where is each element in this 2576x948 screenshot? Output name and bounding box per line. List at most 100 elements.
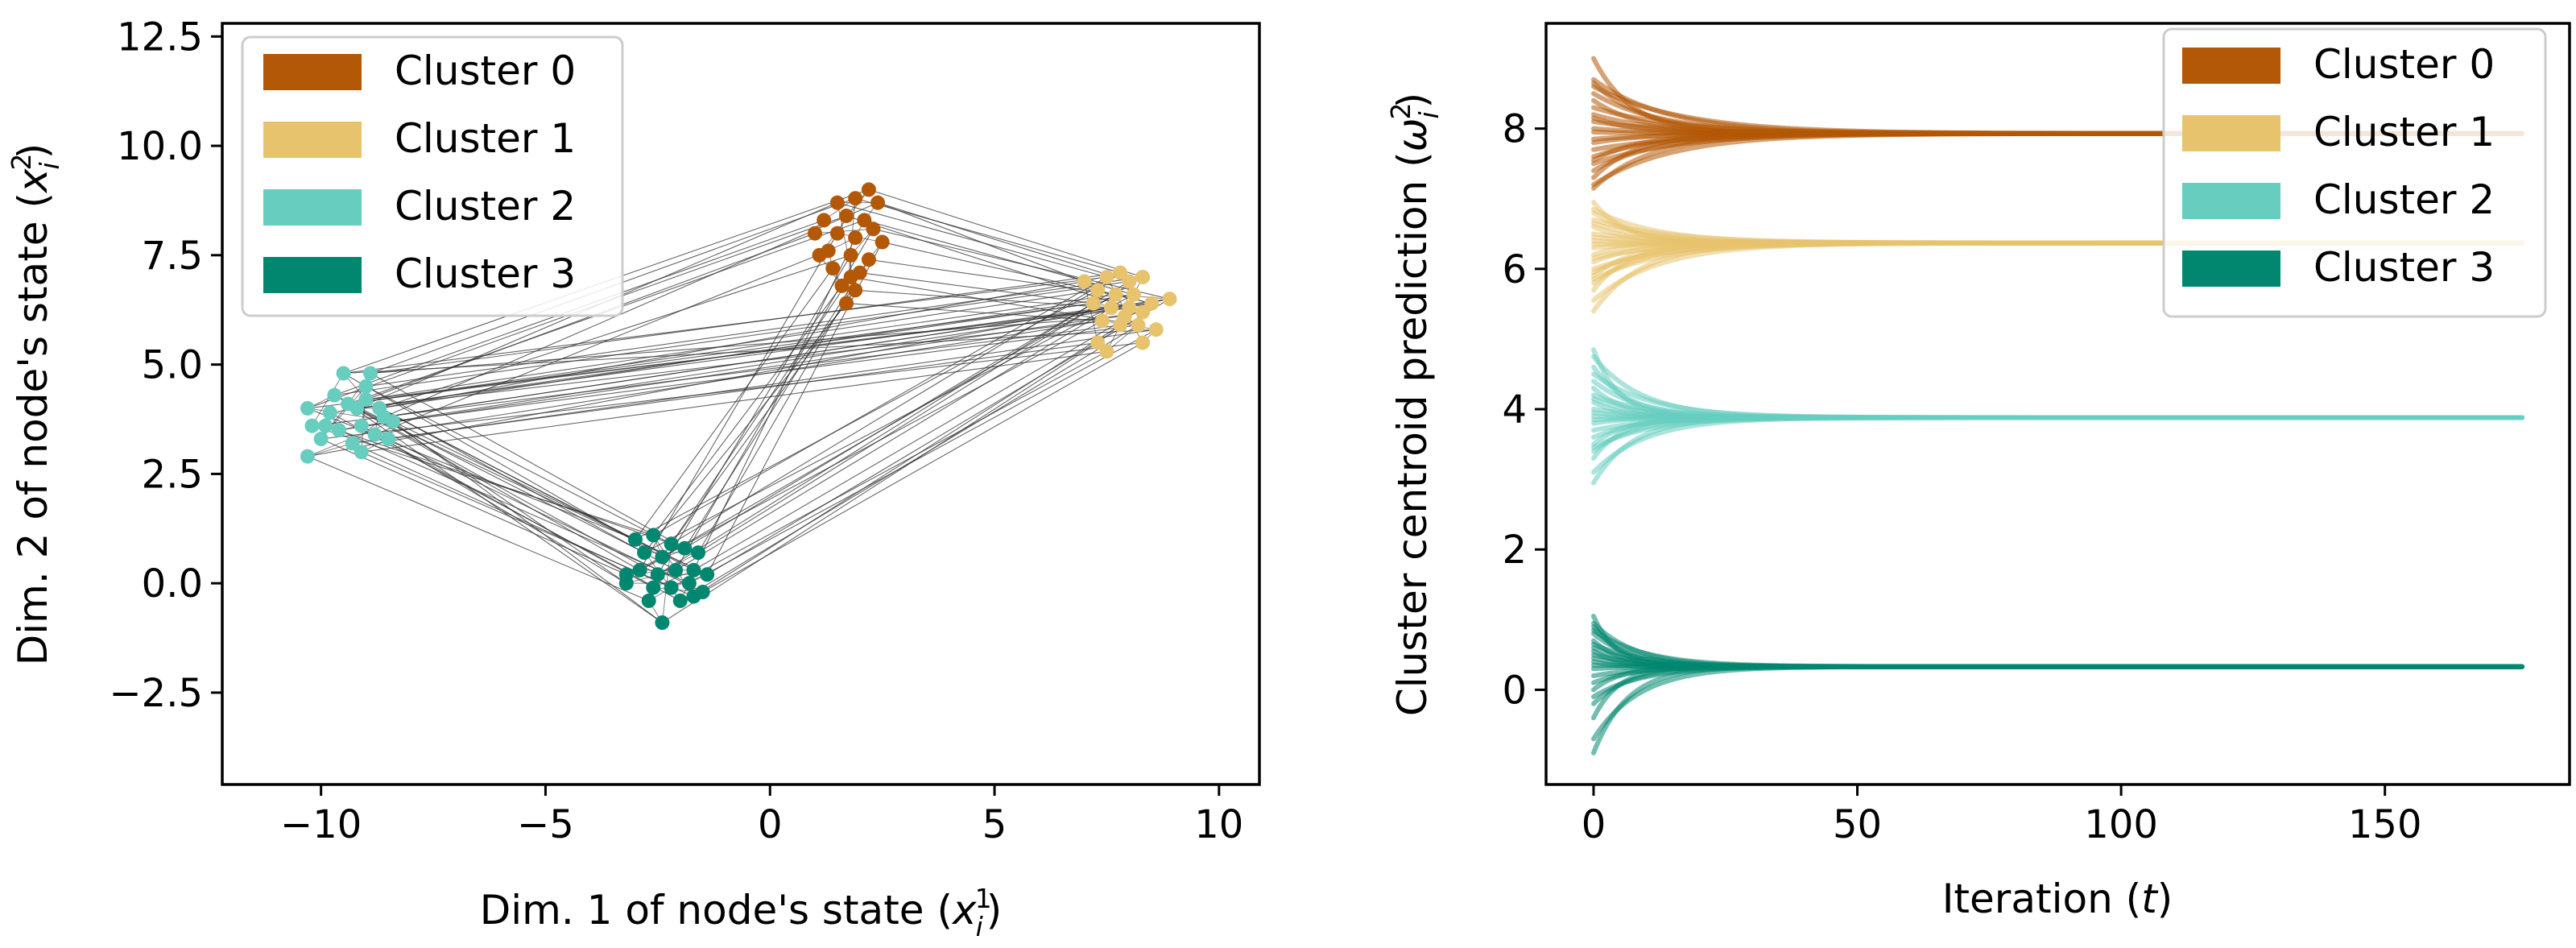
cluster-3-point [664,580,679,595]
graph-edge [657,255,852,575]
cluster-3-point [664,536,679,552]
cluster-2-point [318,418,333,433]
y-tick-label: 4 [1502,387,1527,433]
graph-edge [702,342,1143,593]
cluster-2-point [345,436,360,451]
graph-edge [361,325,1139,427]
graph-edge [378,408,636,540]
cluster-2-point [336,366,351,381]
line-legend-box [2162,27,2547,318]
graph-edge [370,272,1121,375]
graph-edge [357,298,1170,409]
cluster-0-trajectory [1591,130,2524,191]
graph-edge [662,320,1103,558]
graph-edge [357,408,659,575]
cluster-2-trajectory [1591,415,2524,486]
cluster-1-point [1077,274,1092,289]
graph-edge [639,233,838,571]
cluster-1-point [1085,296,1101,311]
y-tick-label: 5.0 [142,343,203,388]
graph-edge [357,408,708,575]
graph-edge [635,267,833,540]
legend-swatch [263,189,362,226]
scatter-y-axis-label: Dim. 2 of node's state (x2i) [6,143,65,666]
cluster-0-point [870,195,886,210]
graph-edge [347,404,640,571]
graph-edge [859,272,1094,304]
scatter-x-axis-label: Dim. 1 of node's state (x1 i) [480,883,1003,942]
graph-edge [357,320,1102,409]
cluster-2-point [358,379,374,394]
graph-edge [343,329,1156,375]
cluster-0-point [808,226,822,241]
legend-label: Cluster 1 [2313,109,2495,155]
cluster-3-point [618,576,634,591]
legend-label: Cluster 2 [395,183,576,230]
y-tick-label: 12.5 [117,14,203,60]
cluster-1-point [1135,270,1151,284]
legend-swatch [263,122,362,158]
cluster-1-point [1094,313,1110,329]
graph-edge [348,294,1116,405]
cluster-0-point [861,252,876,267]
legend-swatch [2182,250,2280,287]
graph-edge [366,307,1130,400]
graph-edge [671,350,1107,589]
graph-edge [653,276,1107,536]
graph-edge [657,303,1094,575]
cluster-0-point [866,221,881,237]
scatter-legend: Cluster 0 Cluster 1 Cluster 2 Cluster 3 [241,35,624,317]
graph-edge [693,303,1152,571]
cluster-0-point [852,265,867,280]
graph-edge [868,259,1116,296]
graph-edge [388,438,703,593]
scatter-y-ticks: −2.5 0.0 2.5 5.0 7.5 10.0 12.5 [109,14,222,716]
cluster-0-point [825,261,841,276]
x-tick-label: 100 [2084,802,2158,847]
graph-edge [366,276,1143,387]
cluster-1-point [1108,287,1123,302]
cluster-1-point [1090,335,1106,350]
cluster-3-point [700,567,715,582]
cluster-0-point [848,191,863,206]
cluster-0-point [875,234,890,250]
graph-edge [347,404,663,623]
graph-edge [877,202,1130,282]
y-tick-label: 7.5 [142,234,203,279]
graph-edge [325,425,699,553]
graph-edge [361,425,627,584]
cluster-0-point [839,296,854,311]
graph-edge [706,242,883,575]
cluster-0-point [817,213,832,228]
legend-label: Cluster 0 [2313,41,2495,88]
y-tick-label: 10.0 [117,124,203,169]
cluster-0-point [848,230,863,246]
graph-edge [688,329,1157,584]
scatter-legend-box [241,35,624,317]
cluster-2-point [354,445,369,460]
cluster-0-point [857,213,872,228]
graph-edge [693,325,1121,597]
cluster-0-point [834,278,850,293]
intra-cluster-edge [1115,294,1170,300]
cluster-3-point [686,589,701,604]
cluster-2-point [349,400,365,416]
graph-edge [846,215,1143,313]
scatter-x-ticks: −10 −5 0 5 10 [280,784,1243,847]
cluster-2-point [381,431,396,446]
y-tick-label: 2.5 [142,452,203,497]
x-tick-label: 0 [758,802,783,847]
scatter-plot-frame [221,22,1261,786]
y-tick-label: 8 [1502,107,1527,152]
y-tick-label: 0 [1502,668,1527,713]
legend-swatch [2182,183,2280,219]
cluster-3-point [691,545,706,561]
x-tick-label: 150 [2348,802,2422,847]
graph-edge [635,289,1098,540]
cluster-2-point [331,423,346,438]
x-tick-label: 50 [1833,802,1882,847]
line-legend-entries: Cluster 0 Cluster 1 Cluster 2 Cluster 3 [2182,41,2495,291]
graph-edge [675,307,1112,571]
cluster-1-point [1131,317,1146,333]
graph-edge [383,202,879,418]
